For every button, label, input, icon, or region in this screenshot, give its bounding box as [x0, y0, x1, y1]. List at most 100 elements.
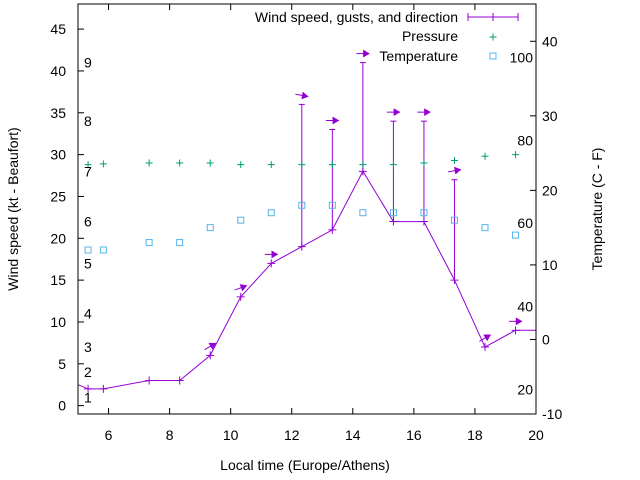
temperature-point	[359, 209, 367, 217]
wind-direction-arrow-head	[239, 284, 248, 292]
y-tick-label: 30	[50, 147, 66, 163]
x-tick-label: 6	[105, 427, 113, 443]
legend-label-temperature: Temperature	[379, 48, 458, 64]
temperature-point	[450, 216, 458, 224]
x-tick-label: 18	[467, 427, 483, 443]
wind-speed-point	[99, 384, 108, 393]
chart-ticks-layer: 6 8 10 12 14 16 18 20051015202530354045-1001020…	[50, 4, 562, 443]
y-tick-label: 10	[50, 314, 66, 330]
wind-direction-arrow-head	[332, 116, 340, 125]
legend-key-pressure	[489, 33, 497, 41]
pressure-point	[84, 161, 92, 169]
pressure-point	[145, 159, 153, 167]
wind-speed-point	[358, 167, 367, 176]
y2-axis-label: Temperature (C - F)	[589, 148, 605, 271]
legend-key-wind	[467, 13, 519, 21]
y-tick-label: 20	[50, 230, 66, 246]
y-tick-label: 5	[58, 356, 66, 372]
wind-speed-point	[297, 242, 306, 251]
pressure-point	[176, 159, 184, 167]
y-axis-label: Wind speed (kt - Beaufort)	[5, 127, 21, 290]
wind-speed-point	[175, 376, 184, 385]
legend: Wind speed, gusts, and direction Pressur…	[255, 9, 519, 64]
temperature-point	[481, 224, 489, 232]
x-axis-label: Local time (Europe/Athens)	[220, 457, 390, 473]
wind-direction-arrow	[356, 49, 370, 58]
wind-speed-point	[145, 376, 154, 385]
wind-speed-point	[236, 292, 245, 301]
pressure-point	[237, 161, 245, 169]
wind-direction-arrow-head	[271, 250, 279, 259]
pressure-point	[328, 161, 336, 169]
beaufort-label: 7	[84, 163, 92, 179]
temperature-point	[145, 239, 153, 247]
wind-direction-arrow	[295, 91, 309, 100]
pressure-point	[450, 156, 458, 164]
temperature-point	[206, 224, 214, 232]
temperature-point	[420, 209, 428, 217]
wind-direction-arrow	[386, 108, 401, 117]
wind-speed-point	[450, 276, 459, 285]
temperature-point	[512, 231, 520, 239]
legend-key-temperature-point	[489, 52, 497, 60]
x-tick-label: 12	[284, 427, 300, 443]
legend-key-pressure-point	[489, 33, 497, 41]
wind-speed-point	[267, 259, 276, 268]
y-tick-label: 15	[50, 272, 66, 288]
beaufort-label: 2	[84, 364, 92, 380]
pressure-point	[389, 161, 397, 169]
wind-direction-arrow-head	[208, 342, 217, 350]
y2-tick-label: 30	[542, 108, 558, 124]
wind-direction-arrow-head	[301, 91, 309, 100]
fahrenheit-label: 20	[517, 381, 533, 397]
fahrenheit-label: 100	[510, 50, 534, 66]
wind-speed-point	[328, 225, 337, 234]
x-tick-label: 14	[345, 427, 361, 443]
wind-direction-arrow	[264, 250, 279, 259]
legend-key-wind-point	[489, 13, 497, 21]
wind-direction-arrow-head	[363, 49, 370, 58]
x-tick-label: 20	[528, 427, 544, 443]
y2-tick-label: 40	[542, 33, 558, 49]
temperature-point	[84, 246, 92, 254]
wind-speed-point	[481, 343, 490, 352]
pressure-point	[267, 161, 275, 169]
y-tick-label: 40	[50, 63, 66, 79]
y2-tick-label: 20	[542, 182, 558, 198]
y2-tick-label: 10	[542, 257, 558, 273]
y2-tick-label: -10	[542, 406, 562, 422]
wind-direction-arrow	[509, 317, 523, 326]
legend-key-temperature	[489, 52, 497, 60]
wind-direction-arrow-head	[424, 108, 431, 117]
temperature-point	[237, 216, 245, 224]
pressure-point	[512, 151, 520, 159]
beaufort-label: 9	[84, 55, 92, 71]
fahrenheit-label: 60	[517, 215, 533, 231]
x-tick-label: 10	[223, 427, 239, 443]
wind-direction-arrow-head	[515, 317, 523, 326]
beaufort-label: 6	[84, 214, 92, 230]
wind-direction-arrow	[325, 116, 340, 125]
legend-label-pressure: Pressure	[402, 28, 458, 44]
pressure-point	[206, 159, 214, 167]
pressure-point	[420, 159, 428, 167]
legend-label-wind: Wind speed, gusts, and direction	[255, 9, 458, 25]
x-tick-label: 16	[406, 427, 422, 443]
wind-speed-point	[419, 217, 428, 226]
wind-speed-point	[389, 217, 398, 226]
pressure-point	[359, 161, 367, 169]
temperature-point	[176, 239, 184, 247]
wind-direction-arrow-head	[454, 166, 462, 175]
temperature-point	[298, 201, 306, 209]
temperature-point	[389, 209, 397, 217]
y-tick-label: 0	[58, 398, 66, 414]
wind-direction-arrow	[417, 108, 431, 117]
wind-speed-point	[511, 326, 520, 335]
temperature-point	[328, 201, 336, 209]
fahrenheit-label: 80	[517, 132, 533, 148]
wind-direction-arrow-head	[483, 334, 492, 342]
temperature-point	[99, 246, 107, 254]
x-tick-label: 8	[166, 427, 174, 443]
wind-direction-arrow	[204, 342, 217, 351]
